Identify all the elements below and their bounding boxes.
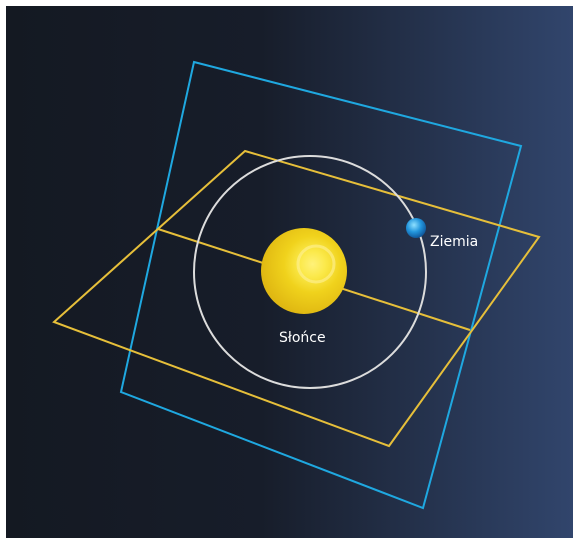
sun (261, 228, 347, 314)
ecliptic-plane (52, 149, 541, 448)
earth-label: Ziemia (430, 234, 478, 250)
equatorial-plane (119, 60, 523, 510)
sun-glow-ring (296, 244, 336, 284)
earth (406, 218, 426, 238)
sun-label: Słońce (279, 330, 326, 346)
earth-orbit (193, 155, 427, 389)
